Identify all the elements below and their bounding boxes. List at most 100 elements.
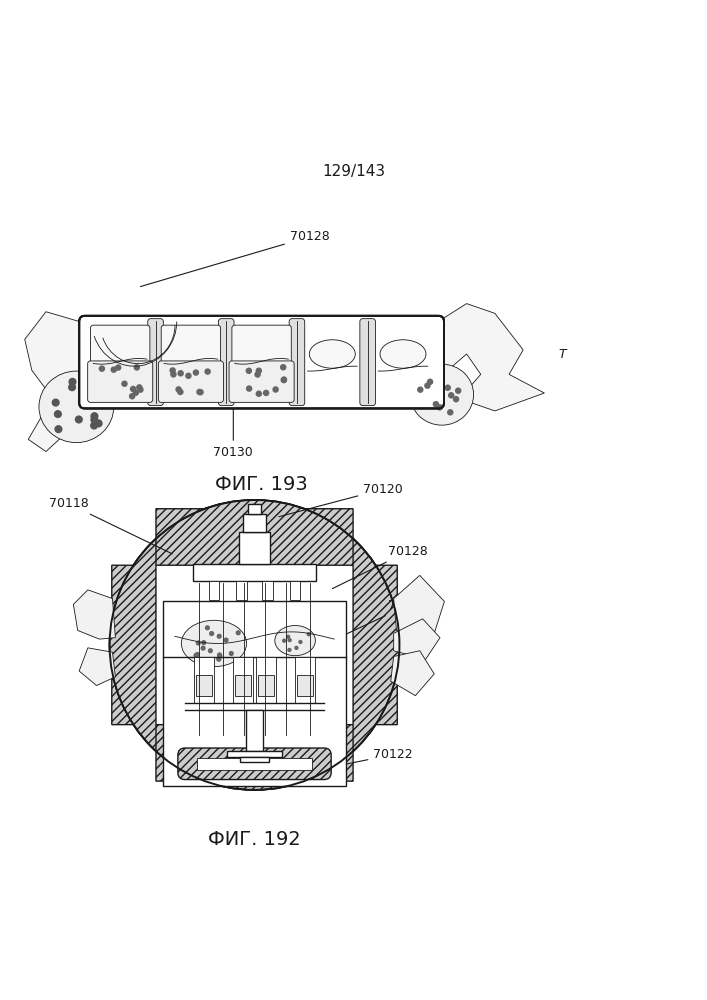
Circle shape <box>205 625 210 630</box>
Circle shape <box>436 404 443 411</box>
Circle shape <box>115 364 122 371</box>
FancyBboxPatch shape <box>178 748 331 780</box>
Circle shape <box>447 409 453 416</box>
Circle shape <box>208 648 213 653</box>
Circle shape <box>201 640 206 645</box>
Circle shape <box>216 657 221 662</box>
Bar <box>209 581 219 600</box>
Circle shape <box>280 364 286 370</box>
Circle shape <box>197 389 204 395</box>
Bar <box>290 581 300 600</box>
Bar <box>243 514 266 532</box>
Circle shape <box>235 630 241 635</box>
Circle shape <box>90 416 98 424</box>
Bar <box>246 710 263 751</box>
Circle shape <box>288 638 292 642</box>
Circle shape <box>307 632 311 636</box>
Circle shape <box>52 399 60 407</box>
Circle shape <box>82 384 90 392</box>
FancyBboxPatch shape <box>161 325 221 367</box>
FancyBboxPatch shape <box>158 361 223 402</box>
Bar <box>297 675 313 696</box>
Circle shape <box>433 401 439 407</box>
Circle shape <box>282 639 286 643</box>
Circle shape <box>133 389 139 396</box>
Circle shape <box>121 380 128 387</box>
Ellipse shape <box>181 620 247 667</box>
Circle shape <box>110 366 117 373</box>
Circle shape <box>246 385 252 392</box>
Bar <box>227 751 282 757</box>
Circle shape <box>90 421 98 430</box>
Circle shape <box>134 364 140 371</box>
Polygon shape <box>110 509 205 781</box>
Circle shape <box>194 652 200 657</box>
Ellipse shape <box>39 371 114 443</box>
Circle shape <box>255 371 261 378</box>
Circle shape <box>298 640 303 644</box>
Circle shape <box>130 386 136 392</box>
Circle shape <box>194 653 199 658</box>
Circle shape <box>201 646 206 651</box>
Circle shape <box>90 412 98 420</box>
Bar <box>163 601 346 786</box>
Text: 70130: 70130 <box>214 409 253 459</box>
Text: 129/143: 129/143 <box>322 164 385 179</box>
Bar <box>197 758 312 770</box>
Circle shape <box>255 390 262 397</box>
Ellipse shape <box>410 364 474 425</box>
Circle shape <box>54 410 62 418</box>
Text: 70122: 70122 <box>308 748 413 772</box>
Circle shape <box>99 365 105 372</box>
Circle shape <box>78 397 86 405</box>
Circle shape <box>455 387 462 394</box>
Polygon shape <box>25 312 92 452</box>
Circle shape <box>452 396 460 402</box>
Circle shape <box>137 386 144 393</box>
Circle shape <box>54 425 62 433</box>
Circle shape <box>75 415 83 424</box>
Circle shape <box>185 373 192 379</box>
FancyBboxPatch shape <box>79 316 444 408</box>
Polygon shape <box>304 509 399 781</box>
Bar <box>193 564 316 581</box>
Circle shape <box>68 383 76 391</box>
Bar <box>240 757 269 762</box>
Circle shape <box>424 382 431 389</box>
Polygon shape <box>438 304 544 411</box>
Circle shape <box>136 384 143 391</box>
Circle shape <box>197 389 203 395</box>
Bar <box>236 581 247 600</box>
Circle shape <box>170 367 176 374</box>
Circle shape <box>177 370 184 377</box>
Ellipse shape <box>309 340 355 368</box>
Text: 70130: 70130 <box>341 599 428 637</box>
Circle shape <box>448 392 455 399</box>
Circle shape <box>245 368 252 374</box>
Bar <box>233 657 253 703</box>
FancyBboxPatch shape <box>148 319 163 406</box>
Circle shape <box>177 389 184 395</box>
Circle shape <box>129 393 136 399</box>
Text: T: T <box>559 348 566 361</box>
FancyBboxPatch shape <box>90 325 150 367</box>
Circle shape <box>95 419 103 427</box>
Bar <box>247 504 262 514</box>
Circle shape <box>228 651 234 656</box>
Bar <box>235 675 251 696</box>
Circle shape <box>417 386 423 393</box>
Circle shape <box>110 500 399 790</box>
Circle shape <box>170 371 177 378</box>
FancyBboxPatch shape <box>232 325 291 367</box>
Bar <box>238 532 271 564</box>
Polygon shape <box>79 648 115 686</box>
Polygon shape <box>391 651 434 696</box>
Circle shape <box>217 652 222 658</box>
Bar <box>194 657 214 703</box>
Circle shape <box>445 384 451 391</box>
Text: T: T <box>431 609 439 622</box>
Circle shape <box>193 369 199 376</box>
Polygon shape <box>74 590 115 639</box>
Circle shape <box>223 637 228 643</box>
FancyBboxPatch shape <box>88 361 153 402</box>
